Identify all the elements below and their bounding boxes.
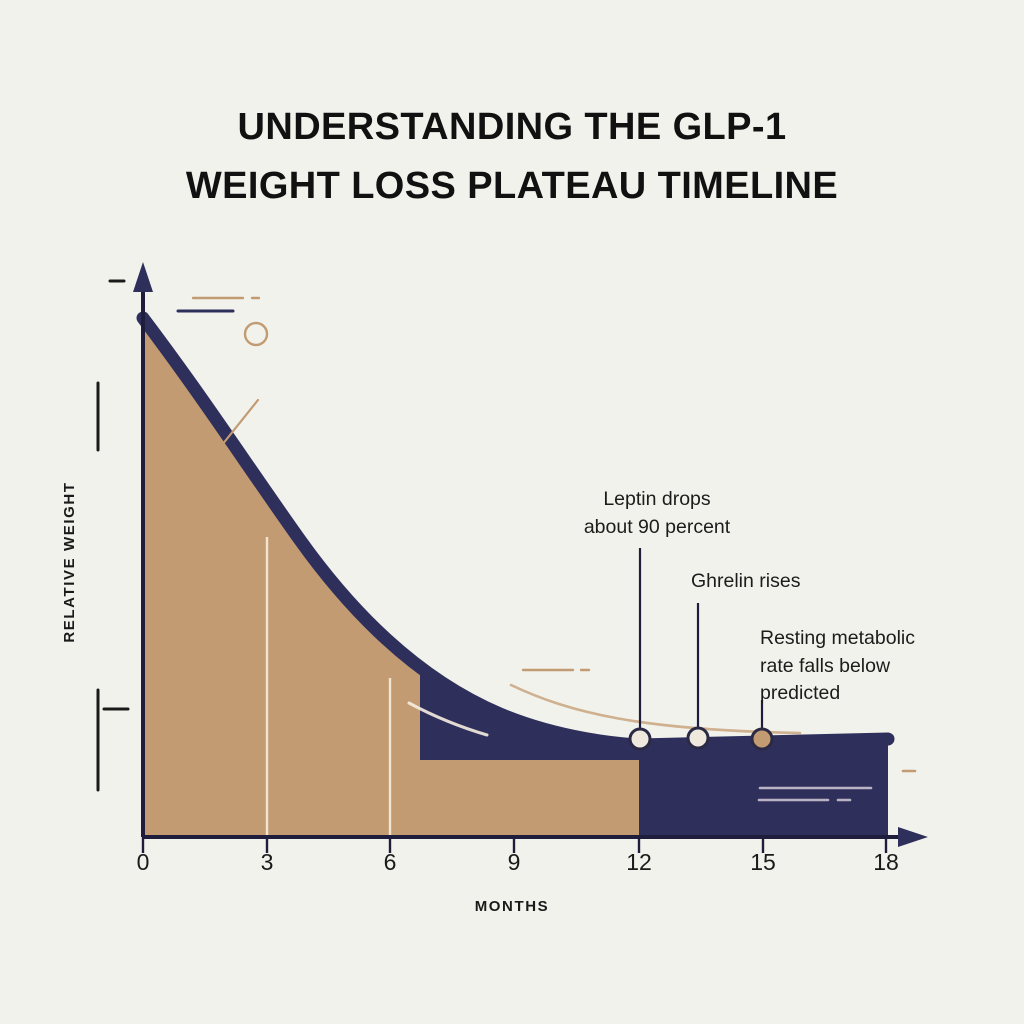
marker-leptin	[628, 727, 652, 751]
x-tick-label: 12	[626, 849, 652, 875]
decorative-marks-in-plateau	[757, 786, 873, 802]
y-axis-title: RELATIVE WEIGHT	[61, 481, 78, 643]
decorative-arc-light	[407, 701, 489, 737]
x-tick-label: 15	[750, 849, 776, 875]
y-axis-arrow-icon	[133, 262, 153, 292]
x-tick-label: 9	[507, 849, 521, 875]
x-axis-title: MONTHS	[474, 898, 550, 915]
decorative-arc-tan	[509, 683, 802, 735]
annotation-leader-lines	[638, 548, 764, 731]
gridlines	[265, 537, 392, 837]
decorative-circle-icon	[243, 321, 269, 347]
x-tick-label: 3	[260, 849, 274, 875]
x-tick-marks	[141, 837, 888, 853]
title-line-1: UNDERSTANDING THE GLP-1	[237, 106, 787, 148]
y-axis-dashes	[96, 279, 130, 792]
decorative-marks-top-left	[176, 296, 269, 452]
x-tick-label: 18	[873, 849, 899, 875]
decay-area-fill	[143, 318, 888, 837]
title-line-2: WEIGHT LOSS PLATEAU TIMELINE	[185, 165, 839, 208]
annotation-ghrelin: Ghrelin rises	[691, 570, 801, 592]
marker-rmr	[750, 727, 774, 751]
marker-ghrelin	[686, 726, 710, 750]
x-axis-arrow-icon	[898, 827, 928, 847]
x-tick-label: 0	[136, 849, 150, 875]
x-tick-label: 6	[383, 849, 397, 875]
axes	[133, 262, 928, 847]
page-title: UNDERSTANDING THE GLP-1 WEIGHT LOSS PLAT…	[0, 98, 1024, 217]
annotation-rmr: Resting metabolic rate falls below predi…	[760, 627, 915, 705]
annotation-leptin: Leptin drops about 90 percent	[583, 488, 731, 538]
decay-curve-line	[136, 311, 895, 752]
annotation-markers[interactable]	[628, 726, 774, 751]
